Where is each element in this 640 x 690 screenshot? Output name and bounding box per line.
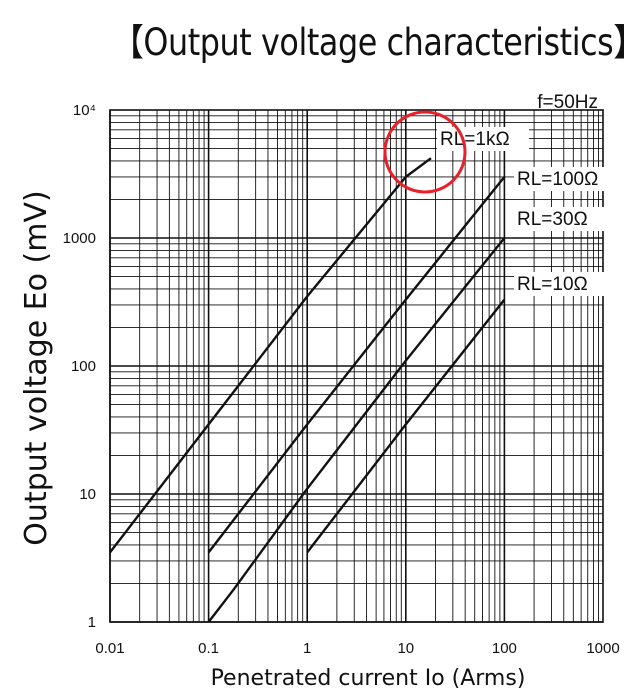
- curve-label: RL=1kΩ: [440, 129, 510, 150]
- grid: [109, 109, 604, 623]
- series-group: [109, 157, 506, 623]
- curve-label: RL=30Ω: [517, 209, 588, 230]
- curve-label-bg: [437, 127, 529, 151]
- x-tick-label: 0.01: [95, 640, 124, 657]
- series-line: [207, 176, 506, 554]
- y-tick-label: 1: [88, 614, 96, 631]
- curve-label-bg: [514, 167, 606, 191]
- series-line: [109, 157, 432, 554]
- y-tick-label: 10: [79, 486, 96, 503]
- y-axis-label: Output voltage Eo (mV): [19, 190, 54, 545]
- y-tick-label: 10⁴: [73, 102, 96, 119]
- x-tick-label: 1000: [586, 640, 619, 657]
- x-axis-label: Penetrated current Io (Arms): [211, 666, 526, 690]
- curve-label-bg: [514, 272, 606, 296]
- x-tick-label: 100: [492, 640, 517, 657]
- y-tick-label: 1000: [63, 230, 96, 247]
- x-tick-label: 10: [397, 640, 414, 657]
- x-tick-label: 1: [303, 640, 311, 657]
- frequency-annotation: f=50Hz: [537, 92, 598, 113]
- labels-group: 0.01 0.1 1 10 100 1000 1 10 100 1000 10⁴ Penetrated…: [19, 92, 620, 690]
- highlight-circle: [383, 110, 467, 194]
- series-line: [207, 237, 506, 623]
- series-line: [306, 298, 506, 554]
- title-area: 【Output voltage characteristics】: [0, 6, 640, 76]
- chart-title: 【Output voltage characteristics】: [112, 21, 640, 64]
- y-tick-label: 100: [71, 358, 96, 375]
- plot-frame: [109, 109, 604, 623]
- curve-label-bg: [514, 207, 606, 231]
- curve-label: RL=100Ω: [517, 169, 598, 190]
- curve-label: RL=10Ω: [517, 274, 588, 295]
- x-tick-label: 0.1: [198, 640, 219, 657]
